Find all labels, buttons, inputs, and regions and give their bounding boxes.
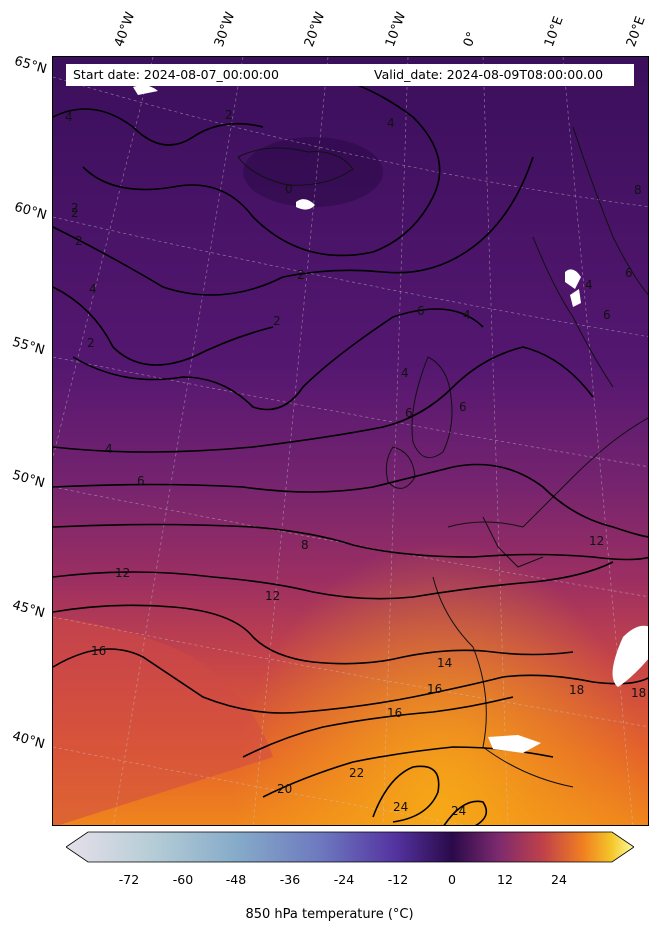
lon-label-20w: 20°W bbox=[301, 10, 329, 49]
contour-label: 4 bbox=[105, 442, 113, 456]
contour-label: 4 bbox=[585, 278, 593, 292]
contour-label: 6 bbox=[417, 304, 425, 318]
contour-label: 2 bbox=[225, 108, 233, 122]
lat-label-50n: 50°N bbox=[10, 467, 47, 492]
map-canvas: 2 4 2 2 4 0 2 2 4 2 6 4 6 8 6 4 6 4 2 6 … bbox=[53, 57, 648, 825]
colorbar-tick: -36 bbox=[279, 872, 301, 887]
contour-label: 4 bbox=[463, 308, 471, 322]
contour-label: 4 bbox=[387, 116, 395, 130]
contour-label: 12 bbox=[265, 589, 280, 603]
lon-label-40w: 40°W bbox=[111, 10, 139, 49]
contour-label: 2 bbox=[71, 201, 79, 215]
lat-label-45n: 45°N bbox=[10, 597, 47, 622]
contour-label: 2 bbox=[75, 234, 83, 248]
contour-label: 4 bbox=[65, 110, 73, 124]
contour-label: 6 bbox=[405, 406, 413, 420]
contour-label: 22 bbox=[349, 766, 364, 780]
colorbar-title: 850 hPa temperature (°C) bbox=[245, 907, 414, 922]
isotherms bbox=[53, 76, 648, 825]
lat-label-40n: 40°N bbox=[10, 728, 47, 753]
lat-label-65n: 65°N bbox=[12, 53, 49, 78]
header-band bbox=[66, 64, 634, 86]
contour-label: 6 bbox=[603, 308, 611, 322]
lon-label-10w: 10°W bbox=[382, 10, 410, 49]
lat-label-60n: 60°N bbox=[12, 199, 49, 224]
contour-label: 2 bbox=[273, 314, 281, 328]
contour-label: 6 bbox=[137, 474, 145, 488]
contour-label: 8 bbox=[634, 183, 642, 197]
lon-label-10e: 10°E bbox=[541, 14, 567, 50]
contour-label: 16 bbox=[91, 644, 106, 658]
contour-label: 6 bbox=[459, 400, 467, 414]
contour-label: 2 bbox=[71, 206, 79, 220]
contour-label: 24 bbox=[451, 804, 466, 818]
colorbar-tick: -12 bbox=[387, 872, 409, 887]
lon-label-30w: 30°W bbox=[211, 10, 239, 49]
contour-label: 16 bbox=[427, 682, 442, 696]
contour-label: 6 bbox=[625, 266, 633, 280]
colorbar-tick: -48 bbox=[225, 872, 247, 887]
colorbar bbox=[65, 831, 635, 863]
colorbar-tick: 12 bbox=[497, 872, 513, 887]
contour-label: 18 bbox=[631, 686, 646, 700]
colorbar-tick: -60 bbox=[172, 872, 194, 887]
coastlines bbox=[237, 126, 648, 788]
contour-label: 16 bbox=[387, 706, 402, 720]
contour-label: 20 bbox=[277, 782, 292, 796]
colorbar-tick: 24 bbox=[551, 872, 567, 887]
contour-label: 4 bbox=[401, 366, 409, 380]
colorbar-tick: -24 bbox=[333, 872, 355, 887]
contour-label: 18 bbox=[569, 683, 584, 697]
temperature-map: 2 4 2 2 4 0 2 2 4 2 6 4 6 8 6 4 6 4 2 6 … bbox=[52, 56, 649, 826]
colorbar-svg bbox=[65, 831, 635, 863]
lat-label-55n: 55°N bbox=[10, 334, 47, 359]
contour-label: 12 bbox=[115, 566, 130, 580]
contour-label: 24 bbox=[393, 800, 408, 814]
start-date-label: Start date: 2024-08-07_00:00:00 bbox=[73, 67, 279, 82]
contour-label: 4 bbox=[89, 282, 97, 296]
contour-label: 14 bbox=[437, 656, 452, 670]
contour-label: 0 bbox=[285, 182, 293, 196]
cold-core-iceland bbox=[243, 137, 383, 207]
contour-labels: 2 4 2 2 4 0 2 2 4 2 6 4 6 8 6 4 6 4 2 6 … bbox=[65, 108, 646, 818]
contour-label: 2 bbox=[297, 268, 305, 282]
lon-label-20e: 20°E bbox=[623, 14, 649, 50]
missing-data-patches bbox=[133, 85, 648, 753]
colorbar-bar bbox=[65, 831, 635, 863]
contour-label: 2 bbox=[87, 336, 95, 350]
colorbar-tick: 0 bbox=[448, 872, 456, 887]
lon-label-0: 0° bbox=[460, 29, 481, 49]
valid-date-label: Valid_date: 2024-08-09T08:00:00.00 bbox=[374, 67, 604, 82]
contour-label: 8 bbox=[301, 538, 309, 552]
colorbar-tick: -72 bbox=[118, 872, 140, 887]
warm-tongue bbox=[53, 617, 273, 825]
contour-label: 12 bbox=[589, 534, 604, 548]
